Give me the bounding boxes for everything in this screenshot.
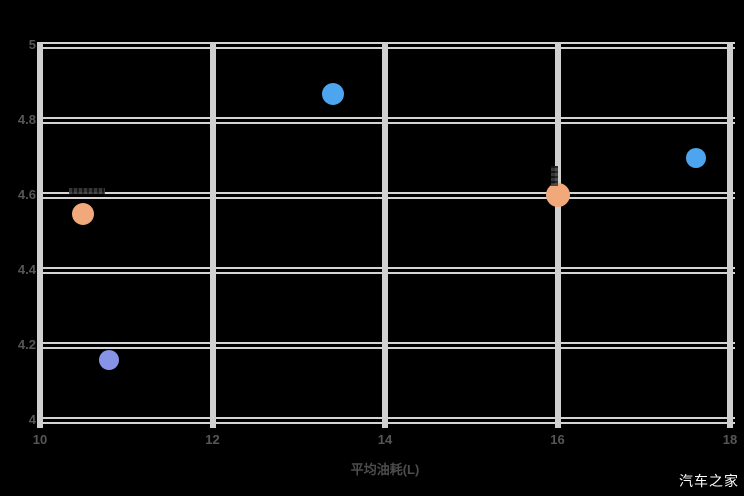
data-point-periwinkle[interactable]	[99, 350, 119, 370]
data-point-blue[interactable]	[322, 82, 345, 105]
watermark-autohome: 汽车之家	[679, 473, 739, 489]
y-tick-label: 4.8	[17, 112, 36, 127]
x-tick-label: 14	[377, 432, 393, 447]
x-tick-label: 16	[550, 432, 565, 447]
y-tick-label: 4	[28, 412, 36, 427]
v-gridline	[554, 42, 561, 428]
y-tick-label: 4.6	[17, 187, 36, 202]
data-point-blue[interactable]	[685, 147, 706, 168]
v-gridline	[382, 42, 388, 428]
y-tick-label: 4.2	[17, 337, 36, 352]
x-tick-label: 10	[32, 432, 48, 447]
annotation-smudge	[551, 166, 559, 187]
x-axis-title: 平均油耗(L)	[350, 462, 420, 477]
v-gridline	[209, 42, 216, 428]
x-tick-label: 18	[722, 432, 738, 447]
data-point-orange[interactable]	[72, 202, 95, 225]
y-tick-label: 5	[28, 37, 36, 52]
v-gridline	[37, 42, 43, 428]
x-tick-label: 12	[205, 432, 220, 447]
v-gridline	[727, 42, 733, 428]
data-point-orange[interactable]	[545, 183, 570, 207]
y-tick-label: 4.4	[17, 262, 36, 277]
annotation-smudge	[69, 188, 106, 195]
